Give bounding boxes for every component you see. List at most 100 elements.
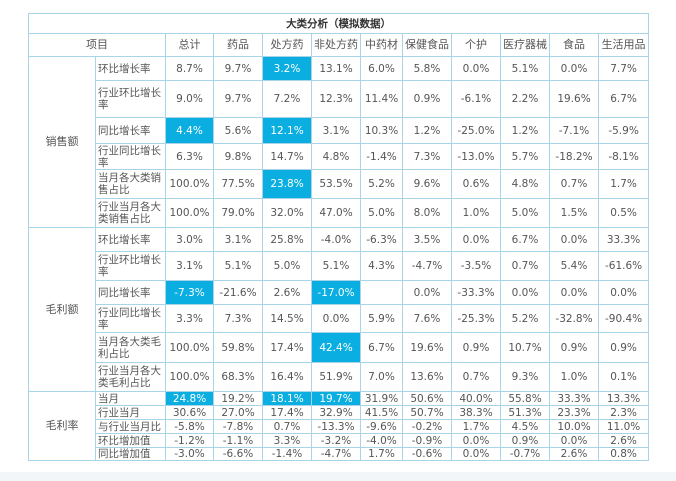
value-cell: 1.0% xyxy=(549,362,599,392)
value-cell: 4.5% xyxy=(500,419,550,434)
value-cell: 3.3% xyxy=(165,304,214,333)
value-cell: 5.0% xyxy=(500,198,550,228)
page-footer-band xyxy=(0,472,676,481)
value-cell: -0.6% xyxy=(402,447,452,461)
value-cell: -7.3% xyxy=(165,280,214,305)
value-cell: 3.1% xyxy=(311,117,361,144)
value-cell: 9.6% xyxy=(402,169,452,199)
value-cell: 100.0% xyxy=(165,362,214,392)
row-item-label: 同比增加值 xyxy=(95,447,166,461)
value-cell: -3.5% xyxy=(451,251,501,281)
value-cell: 0.0% xyxy=(500,280,550,305)
value-cell: 79.0% xyxy=(213,198,263,228)
value-cell: 7.3% xyxy=(402,143,452,170)
value-cell: 0.0% xyxy=(549,227,599,252)
value-cell: -32.8% xyxy=(549,304,599,333)
table-row: 环比增加值 -1.2% -1.1% 3.3% -3.2% -4.0% -0.9% 0.0% 0.… xyxy=(29,433,650,448)
value-cell: 19.7% xyxy=(311,391,361,406)
value-cell: 10.0% xyxy=(549,419,599,434)
value-cell: -6.3% xyxy=(360,227,403,252)
value-cell: -0.7% xyxy=(500,447,550,461)
value-cell: 0.7% xyxy=(549,169,599,199)
value-cell: 13.3% xyxy=(597,391,650,406)
value-cell: -1.2% xyxy=(165,433,214,448)
value-cell: 33.3% xyxy=(549,391,599,406)
row-item-label: 当月各大类毛利占比 xyxy=(95,332,166,363)
row-item-label: 环比增长率 xyxy=(95,227,166,252)
value-cell: 14.7% xyxy=(262,143,312,170)
value-cell: 0.0% xyxy=(549,280,599,305)
value-cell: 0.0% xyxy=(451,447,501,461)
value-cell: 2.6% xyxy=(549,447,599,461)
value-cell: 41.5% xyxy=(360,405,403,420)
value-cell: 5.1% xyxy=(500,56,550,81)
header-column: 医疗器械 xyxy=(500,33,550,57)
value-cell: 31.9% xyxy=(360,391,403,406)
group-label: 销售额 xyxy=(28,56,96,228)
value-cell: 0.9% xyxy=(402,80,452,118)
value-cell: 5.2% xyxy=(500,304,550,333)
row-item-label: 行业同比增长率 xyxy=(95,304,166,333)
value-cell: 0.7% xyxy=(500,251,550,281)
group-label: 毛利额 xyxy=(28,227,96,392)
value-cell: 1.2% xyxy=(500,117,550,144)
value-cell: 47.0% xyxy=(311,198,361,228)
value-cell: 9.8% xyxy=(213,143,263,170)
table-row: 行业环比增长率 9.0% 9.7% 7.2% 12.3% 11.4% 0.9% -6.1% 2.… xyxy=(29,80,650,118)
value-cell: 5.8% xyxy=(402,56,452,81)
table-row: 同比增长率 4.4% 5.6% 12.1% 3.1% 10.3% 1.2% -25.0% 1.2… xyxy=(29,117,650,144)
table-row: 当月各大类销售占比 100.0% 77.5% 23.8% 53.5% 5.2% 9.6% 0.… xyxy=(29,169,650,199)
table-body: 销售额 环比增长率 8.7% 9.7% 3.2% 13.1% 6.0% 5.8% 0.0% 5.1… xyxy=(28,56,650,461)
row-item-label: 与行业当月比 xyxy=(95,419,166,434)
value-cell: 40.0% xyxy=(451,391,501,406)
header-column: 食品 xyxy=(549,33,599,57)
row-item-label: 当月 xyxy=(95,391,166,406)
value-cell: 27.0% xyxy=(213,405,263,420)
value-cell: 1.7% xyxy=(597,169,650,199)
value-cell: 5.1% xyxy=(213,251,263,281)
table-row: 行业当月各大类销售占比 100.0% 79.0% 32.0% 47.0% 5.0% 8.0%… xyxy=(29,198,650,228)
value-cell: 9.7% xyxy=(213,80,263,118)
row-item-label: 行业当月各大类毛利占比 xyxy=(95,362,166,392)
value-cell: 7.0% xyxy=(360,362,403,392)
value-cell: -4.0% xyxy=(360,433,403,448)
value-cell: 13.6% xyxy=(402,362,452,392)
value-cell: 7.7% xyxy=(597,56,650,81)
value-cell: 0.5% xyxy=(597,198,650,228)
table-row: 毛利率 当月 24.8% 19.2% 18.1% 19.7% 31.9% 50.6% 40.0%… xyxy=(28,391,650,461)
value-cell: 77.5% xyxy=(213,169,263,199)
value-cell: -1.4% xyxy=(360,143,403,170)
value-cell: 12.1% xyxy=(262,117,312,144)
value-cell: -3.0% xyxy=(165,447,214,461)
value-cell: 0.0% xyxy=(549,56,599,81)
header-column: 处方药 xyxy=(262,33,312,57)
value-cell: 0.0% xyxy=(549,433,599,448)
value-cell: -18.2% xyxy=(549,143,599,170)
value-cell: 9.3% xyxy=(500,362,550,392)
value-cell: 5.0% xyxy=(360,198,403,228)
category-analysis-table: 大类分析（模拟数据） 项目 总计 药品 处方药 非处方药 中药材 保健食品 个护 医疗器械 食品… xyxy=(27,13,650,461)
table-row: 与行业当月比 -5.8% -7.8% 0.7% -13.3% -9.6% -0.2% 1.7%… xyxy=(29,419,650,434)
value-cell: 3.3% xyxy=(262,433,312,448)
value-cell: 4.4% xyxy=(165,117,214,144)
value-cell: 5.4% xyxy=(549,251,599,281)
value-cell: 0.9% xyxy=(500,433,550,448)
value-cell: 3.1% xyxy=(165,251,214,281)
header-column: 保健食品 xyxy=(402,33,452,57)
value-cell: 3.0% xyxy=(165,227,214,252)
value-cell: -33.3% xyxy=(451,280,501,305)
table-row: 行业同比增长率 6.3% 9.8% 14.7% 4.8% -1.4% 7.3% -13.0% 5… xyxy=(29,143,650,170)
value-cell: 18.1% xyxy=(262,391,312,406)
value-cell: 25.8% xyxy=(262,227,312,252)
value-cell: 3.5% xyxy=(402,227,452,252)
value-cell: 13.1% xyxy=(311,56,361,81)
value-cell: 23.8% xyxy=(262,169,312,199)
value-cell: -21.6% xyxy=(213,280,263,305)
value-cell: 10.3% xyxy=(360,117,403,144)
value-cell: 0.7% xyxy=(451,362,501,392)
header-row: 项目 总计 药品 处方药 非处方药 中药材 保健食品 个护 医疗器械 食品 生活用品 xyxy=(28,33,650,57)
value-cell: -1.1% xyxy=(213,433,263,448)
value-cell: 3.2% xyxy=(262,56,312,81)
value-cell: 7.2% xyxy=(262,80,312,118)
row-item-label: 行业当月 xyxy=(95,405,166,420)
